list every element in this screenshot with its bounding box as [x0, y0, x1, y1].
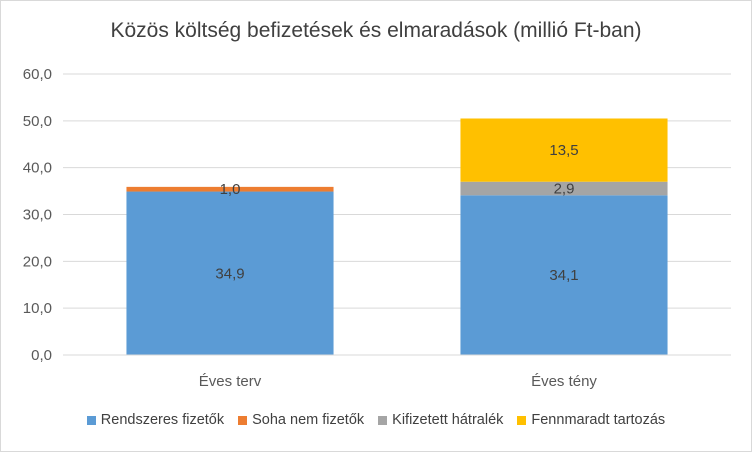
y-tick-label: 40,0	[23, 160, 52, 177]
legend-swatch	[378, 415, 388, 425]
chart-title: Közös költség befizetések és elmaradások…	[110, 19, 642, 42]
y-tick-label: 50,0	[23, 113, 52, 130]
x-category-label: Éves tény	[531, 373, 597, 390]
legend-label: Fennmaradt tartozás	[531, 412, 666, 428]
legend-swatch	[517, 415, 527, 425]
legend-label: Soha nem fizetők	[252, 412, 365, 428]
legend-swatch	[238, 415, 248, 425]
y-tick-label: 0,0	[31, 347, 52, 364]
legend-swatch	[86, 415, 96, 425]
y-tick-label: 30,0	[23, 207, 52, 224]
data-label: 2,9	[554, 181, 575, 198]
y-tick-label: 60,0	[23, 66, 52, 83]
y-tick-label: 10,0	[23, 300, 52, 317]
y-tick-label: 20,0	[23, 253, 52, 270]
bar-segment	[126, 186, 334, 192]
legend-item: Soha nem fizetők	[238, 412, 364, 428]
bar-segment	[126, 191, 334, 355]
legend-item: Kifizetett hátralék	[378, 412, 503, 428]
bar-segment	[460, 118, 668, 182]
x-category-label: Éves terv	[199, 373, 262, 390]
legend-label: Kifizetett hátralék	[392, 412, 504, 428]
chart-legend: Rendszeres fizetők Soha nem fizetők Kifize…	[1, 412, 751, 428]
legend-item: Fennmaradt tartozás	[517, 412, 665, 428]
data-label: 13,5	[549, 142, 578, 159]
data-label: 34,9	[215, 265, 244, 282]
legend-item: Rendszeres fizetők	[86, 412, 225, 428]
legend-label: Rendszeres fizetők	[100, 412, 225, 428]
data-label: 34,1	[549, 267, 578, 284]
bar-segment	[460, 181, 668, 196]
data-label: 1,0	[220, 181, 241, 198]
bar-segment	[460, 195, 668, 355]
